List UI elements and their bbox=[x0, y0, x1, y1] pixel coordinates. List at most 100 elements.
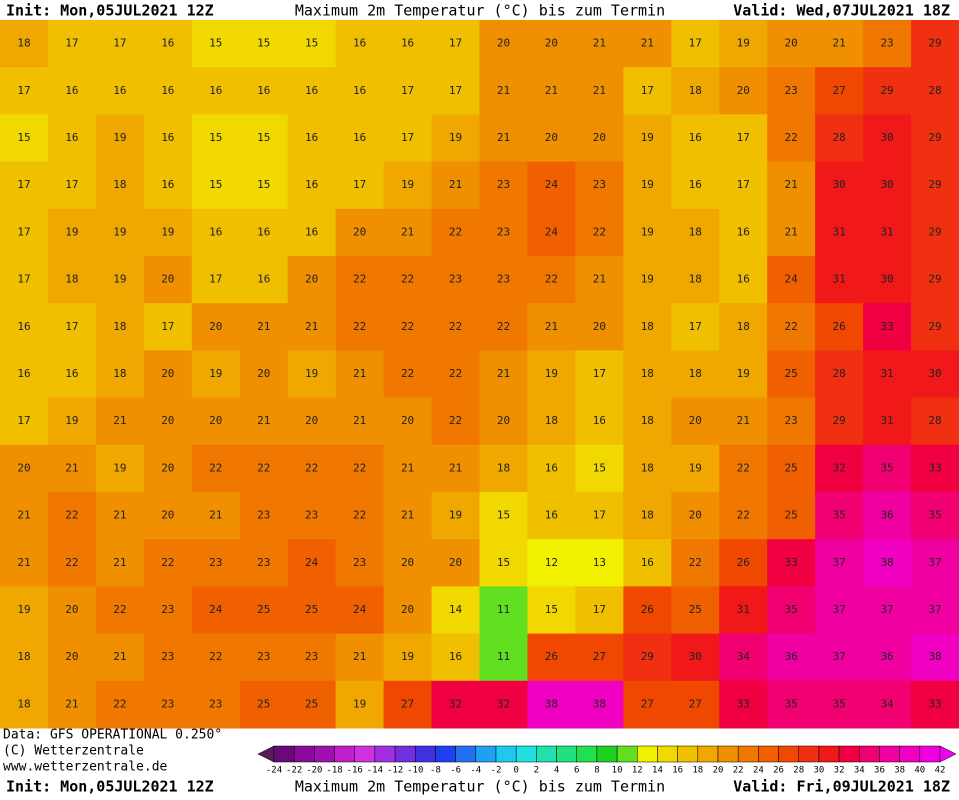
temp-value: 23 bbox=[353, 556, 366, 569]
temp-cell bbox=[239, 208, 289, 257]
temp-cell bbox=[527, 350, 576, 399]
temp-value: 23 bbox=[593, 178, 606, 191]
temp-value: 33 bbox=[928, 461, 941, 474]
temp-value: 16 bbox=[65, 131, 78, 144]
temp-value: 16 bbox=[113, 84, 126, 97]
temp-value: 16 bbox=[353, 131, 366, 144]
temp-value: 16 bbox=[65, 367, 78, 380]
temp-value: 21 bbox=[545, 84, 558, 97]
temp-cell bbox=[623, 539, 672, 587]
temp-cell bbox=[671, 256, 720, 304]
temp-cell bbox=[0, 444, 49, 493]
temp-value: 21 bbox=[737, 414, 750, 427]
temp-value: 19 bbox=[449, 131, 462, 144]
temp-value: 19 bbox=[161, 225, 174, 238]
colorbar-label: 2 bbox=[534, 766, 539, 776]
temp-value: 23 bbox=[497, 273, 510, 286]
temp-value: 36 bbox=[785, 650, 798, 663]
temp-cell bbox=[47, 586, 97, 635]
temp-cell bbox=[335, 161, 385, 210]
temp-cell bbox=[143, 67, 193, 115]
colorbar-cell bbox=[455, 745, 477, 763]
temp-cell bbox=[575, 444, 624, 493]
temp-value: 23 bbox=[497, 178, 510, 191]
temp-value: 16 bbox=[305, 178, 318, 191]
temp-value: 29 bbox=[928, 37, 941, 50]
temp-cell bbox=[479, 633, 528, 682]
temp-value: 28 bbox=[928, 414, 941, 427]
temp-value: 30 bbox=[833, 178, 846, 191]
temp-value: 18 bbox=[17, 650, 30, 663]
temp-cell bbox=[671, 350, 720, 399]
temp-value: 23 bbox=[161, 603, 174, 616]
temp-cell bbox=[671, 67, 720, 115]
temp-value: 27 bbox=[641, 697, 654, 710]
temp-value: 18 bbox=[641, 320, 654, 333]
temp-cell bbox=[335, 444, 385, 493]
temp-cell bbox=[239, 539, 289, 587]
temp-value: 17 bbox=[65, 37, 78, 50]
temp-cell bbox=[431, 67, 480, 115]
temp-cell bbox=[863, 350, 912, 399]
temp-value: 21 bbox=[497, 131, 510, 144]
temp-value: 17 bbox=[401, 84, 414, 97]
temp-value: 17 bbox=[401, 131, 414, 144]
temp-value: 30 bbox=[880, 273, 893, 286]
temp-value: 19 bbox=[113, 461, 126, 474]
temp-cell bbox=[767, 303, 816, 351]
temp-value: 22 bbox=[689, 556, 702, 569]
temp-cell bbox=[95, 633, 145, 682]
colorbar-cell bbox=[354, 745, 376, 763]
temp-value: 17 bbox=[17, 84, 30, 97]
temp-cell bbox=[143, 303, 193, 351]
temp-cell bbox=[191, 539, 241, 587]
temp-value: 15 bbox=[257, 131, 270, 144]
temp-value: 22 bbox=[737, 509, 750, 522]
temp-value: 19 bbox=[737, 367, 750, 380]
temp-cell bbox=[0, 492, 49, 540]
temp-value: 23 bbox=[209, 697, 222, 710]
temp-cell bbox=[431, 633, 480, 682]
colorbar-label: 26 bbox=[773, 766, 784, 776]
colorbar-cell bbox=[818, 745, 840, 763]
temp-value: 23 bbox=[257, 650, 270, 663]
temp-cell bbox=[575, 20, 624, 68]
temp-value: 37 bbox=[928, 603, 941, 616]
temp-cell bbox=[719, 444, 768, 493]
temp-cell bbox=[383, 350, 433, 399]
temp-value: 33 bbox=[737, 697, 750, 710]
temp-value: 20 bbox=[737, 84, 750, 97]
temp-value: 16 bbox=[545, 509, 558, 522]
temp-cell bbox=[479, 397, 528, 446]
temp-cell bbox=[623, 350, 672, 399]
temp-cell bbox=[47, 20, 97, 68]
temp-cell bbox=[479, 539, 528, 587]
temp-value: 29 bbox=[928, 273, 941, 286]
temp-value: 21 bbox=[785, 225, 798, 238]
data-source: Data: GFS OPERATIONAL 0.250° bbox=[3, 728, 222, 743]
temp-value: 18 bbox=[641, 461, 654, 474]
temp-value: 22 bbox=[113, 603, 126, 616]
temp-cell bbox=[767, 586, 816, 635]
temp-value: 18 bbox=[113, 320, 126, 333]
temp-cell bbox=[767, 444, 816, 493]
temp-value: 22 bbox=[353, 320, 366, 333]
temp-value: 20 bbox=[401, 414, 414, 427]
temp-cell bbox=[191, 303, 241, 351]
temp-value: 25 bbox=[257, 697, 270, 710]
colorbar-label: 22 bbox=[733, 766, 744, 776]
temp-cell bbox=[623, 680, 672, 729]
temp-value: 16 bbox=[641, 556, 654, 569]
colorbar: -24 -22 -20 -18 -16 -14 -12 -10 -8 -6 -4 -2 0 2 4 6 8 10 1… bbox=[257, 745, 957, 776]
temp-cell bbox=[767, 114, 816, 163]
temp-cell bbox=[431, 208, 480, 257]
temp-value: 19 bbox=[305, 367, 318, 380]
temp-value: 20 bbox=[401, 556, 414, 569]
temp-value: 18 bbox=[689, 367, 702, 380]
temp-value: 18 bbox=[737, 320, 750, 333]
temp-cell bbox=[623, 256, 672, 304]
temp-cell bbox=[383, 492, 433, 540]
temp-cell bbox=[143, 539, 193, 587]
temp-value: 17 bbox=[737, 178, 750, 191]
temp-cell bbox=[479, 208, 528, 257]
